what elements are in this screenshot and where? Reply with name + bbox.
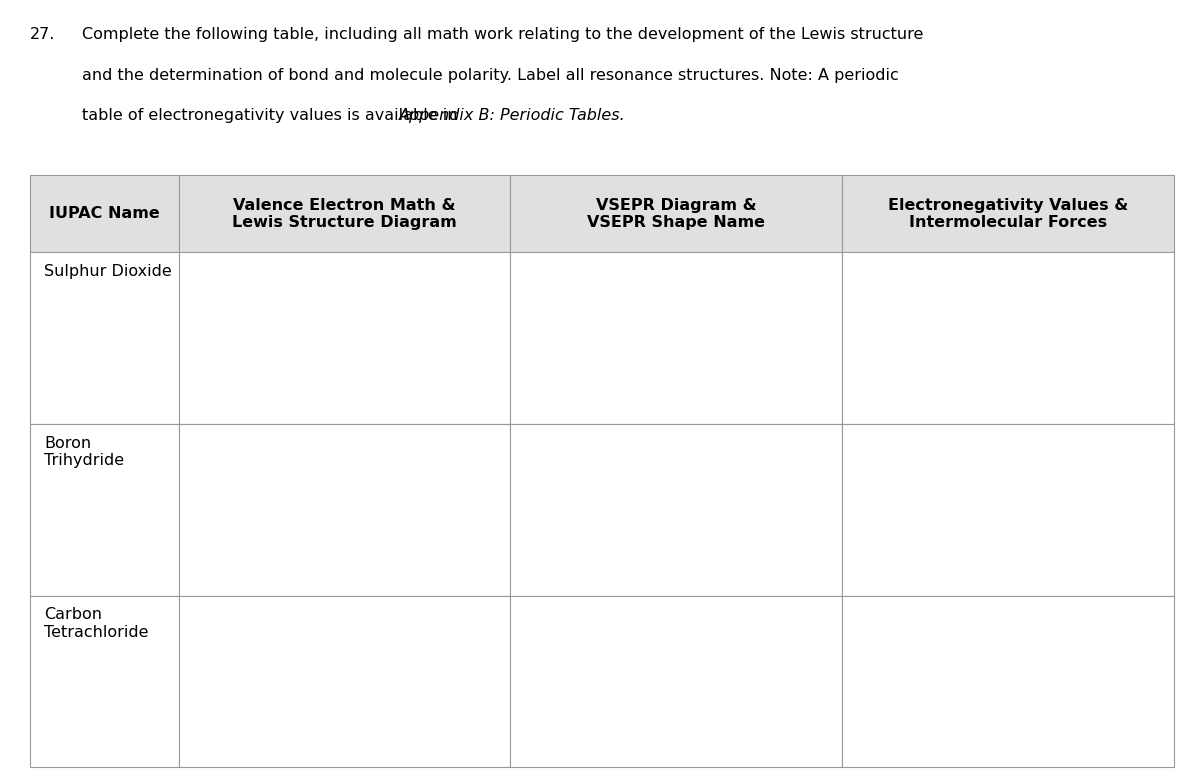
Text: Complete the following table, including all math work relating to the developmen: Complete the following table, including … <box>82 27 923 42</box>
Bar <box>30 175 179 252</box>
Bar <box>842 252 1174 424</box>
Bar <box>510 596 842 767</box>
Bar <box>179 596 510 767</box>
Bar <box>30 252 179 424</box>
Bar <box>842 596 1174 767</box>
Bar <box>179 424 510 596</box>
Text: Carbon
Tetrachloride: Carbon Tetrachloride <box>44 608 149 640</box>
Bar <box>30 424 179 596</box>
Bar <box>179 252 510 424</box>
Bar <box>842 424 1174 596</box>
Bar <box>842 175 1174 252</box>
Text: VSEPR Diagram &
VSEPR Shape Name: VSEPR Diagram & VSEPR Shape Name <box>587 198 766 230</box>
Text: Electronegativity Values &
Intermolecular Forces: Electronegativity Values & Intermolecula… <box>888 198 1128 230</box>
Text: Sulphur Dioxide: Sulphur Dioxide <box>44 264 172 279</box>
Text: Valence Electron Math &
Lewis Structure Diagram: Valence Electron Math & Lewis Structure … <box>232 198 457 230</box>
Text: Boron
Trihydride: Boron Trihydride <box>44 435 125 468</box>
Text: table of electronegativity values is available in: table of electronegativity values is ava… <box>82 108 462 123</box>
Text: IUPAC Name: IUPAC Name <box>49 206 160 221</box>
Bar <box>179 175 510 252</box>
Bar <box>510 175 842 252</box>
Bar <box>510 252 842 424</box>
Bar <box>30 596 179 767</box>
Text: Appendix B: Periodic Tables.: Appendix B: Periodic Tables. <box>398 108 625 123</box>
Text: and the determination of bond and molecule polarity. Label all resonance structu: and the determination of bond and molecu… <box>82 68 899 83</box>
Text: 27.: 27. <box>30 27 55 42</box>
Bar <box>510 424 842 596</box>
